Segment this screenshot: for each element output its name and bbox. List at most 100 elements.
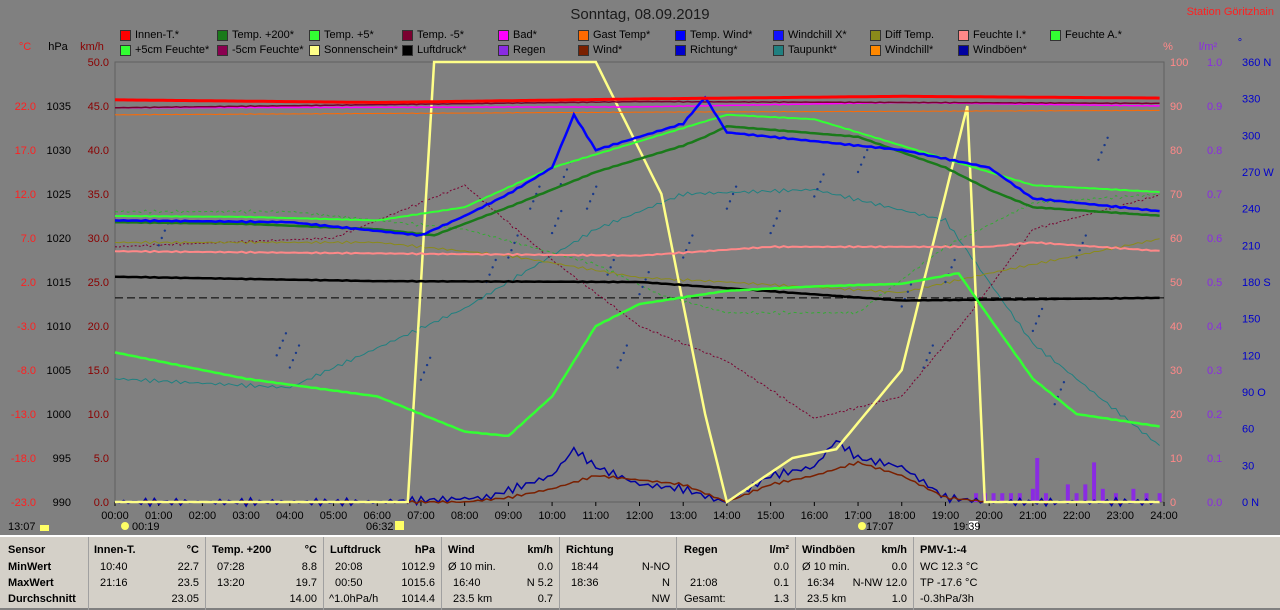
legend-swatch	[309, 29, 320, 41]
luftdruck-min-value: 1012.9	[401, 561, 435, 573]
tick-rain: 0.9	[1207, 101, 1222, 113]
direction-dot	[491, 266, 494, 269]
direction-dot	[616, 366, 619, 369]
wind-avg10-label: Ø 10 min.	[448, 561, 496, 573]
tick-degree: 360 N	[1242, 57, 1271, 69]
station-name: Station Göritzhain	[1186, 6, 1274, 18]
sunrise-label: 06:32	[366, 521, 394, 533]
legend-item: Temp. -5*	[402, 29, 464, 41]
legend-label: Luftdruck*	[417, 44, 467, 56]
direction-dot	[1034, 322, 1038, 325]
luftdruck-min-time: 20:08	[335, 561, 363, 573]
legend-swatch	[1050, 29, 1061, 41]
series-temp-5	[114, 113, 1160, 222]
luftdruck-unit: hPa	[414, 544, 435, 556]
direction-dot	[819, 180, 822, 183]
direction-dot	[1040, 307, 1044, 311]
direction-dot	[1037, 315, 1041, 318]
direction-dot	[1059, 388, 1063, 391]
series-dewpoint	[114, 188, 1160, 446]
direction-dot	[641, 285, 644, 289]
direction-dot	[557, 217, 560, 220]
stats-boeen: Windböen km/h Ø 10 min. 0.0 16:34 N-NW 1…	[795, 537, 914, 610]
tick-time: 15:00	[757, 510, 785, 522]
tick-time: 21:00	[1019, 510, 1047, 522]
direction-dot	[856, 170, 860, 174]
direction-dot	[1062, 381, 1066, 384]
legend-swatch	[578, 29, 589, 41]
tick-rain: 0.6	[1207, 233, 1222, 245]
tick-percent: 30	[1170, 365, 1182, 377]
legend: Innen-T.* Temp. +200* Temp. +5* Temp. -5* Ba…	[120, 29, 1170, 59]
tick-celsius: -13.0	[11, 409, 36, 421]
regen-max-time: 21:08	[690, 577, 718, 589]
legend-swatch	[402, 44, 413, 56]
row-min-label: MinWert	[8, 561, 52, 573]
direction-dot	[1031, 329, 1035, 333]
sunset-label: 19:39	[953, 521, 981, 533]
series-humidity-5cm	[114, 193, 1160, 316]
innen-avg-value: 23.05	[171, 593, 199, 605]
legend-swatch	[870, 29, 881, 41]
legend-item: Temp. +5*	[309, 29, 374, 41]
moonrise-label: 00:19	[132, 521, 160, 533]
axis-unit-celsius: °C	[19, 41, 31, 53]
tick-degree: 210	[1242, 240, 1260, 252]
moonrise-icon	[121, 522, 129, 530]
tick-percent: 50	[1170, 277, 1182, 289]
tick-kmh: 50.0	[88, 57, 109, 69]
rain-bar	[1000, 493, 1005, 502]
direction-dot	[588, 200, 592, 203]
legend-swatch	[958, 44, 969, 56]
direction-dot	[422, 371, 426, 374]
direction-dot	[638, 293, 641, 296]
legend-swatch	[675, 44, 686, 56]
legend-label: Temp. Wind*	[690, 29, 753, 41]
innen-unit: °C	[186, 544, 199, 556]
direction-dot	[1106, 136, 1109, 139]
direction-dot	[682, 256, 685, 259]
axis-unit-hpa: hPa	[48, 41, 68, 53]
direction-dot	[163, 229, 167, 232]
direction-dot	[1081, 241, 1084, 245]
direction-dot	[291, 359, 295, 362]
tick-percent: 60	[1170, 233, 1182, 245]
boeen-max-time: 16:34	[807, 577, 835, 589]
rain-bar	[1065, 484, 1070, 502]
legend-swatch	[217, 29, 228, 41]
series-sunshine	[115, 60, 1160, 505]
axis-unit-percent: %	[1163, 41, 1173, 53]
tick-time: 19:00	[932, 510, 960, 522]
regen-min-value: 0.0	[773, 561, 789, 573]
tick-time: 22:00	[1063, 510, 1091, 522]
tick-time: 18:00	[888, 510, 916, 522]
tick-celsius: -8.0	[17, 365, 36, 377]
tick-celsius: 12.0	[15, 189, 36, 201]
boeen-avg10-label: Ø 10 min.	[802, 561, 850, 573]
direction-dot	[510, 249, 513, 252]
direction-dot	[1097, 158, 1100, 161]
tick-kmh: 35.0	[88, 189, 109, 201]
legend-item: Feuchte I.*	[958, 29, 1026, 41]
series-temp-200	[114, 125, 1160, 237]
sensor-header: Sensor	[8, 544, 46, 556]
legend-label: Bad*	[513, 29, 537, 41]
tick-degree: 60	[1242, 424, 1254, 436]
axis-unit-rain: l/m²	[1199, 41, 1218, 53]
tick-time: 12:00	[626, 510, 654, 522]
tick-celsius: 17.0	[15, 145, 36, 157]
legend-item: Feuchte A.*	[1050, 29, 1122, 41]
direction-dot	[691, 234, 694, 237]
rain-bar	[1074, 493, 1079, 502]
direction-dot	[925, 359, 928, 362]
rain-bar	[1144, 493, 1149, 502]
direction-dot	[734, 185, 738, 188]
legend-item: Innen-T.*	[120, 29, 179, 41]
tick-kmh: 25.0	[88, 277, 109, 289]
direction-dot	[731, 192, 735, 196]
tick-percent: 100	[1170, 57, 1188, 69]
direction-dot	[595, 185, 598, 188]
tick-time: 20:00	[975, 510, 1003, 522]
direction-dot	[928, 351, 931, 355]
tick-degree: 150	[1242, 314, 1260, 326]
